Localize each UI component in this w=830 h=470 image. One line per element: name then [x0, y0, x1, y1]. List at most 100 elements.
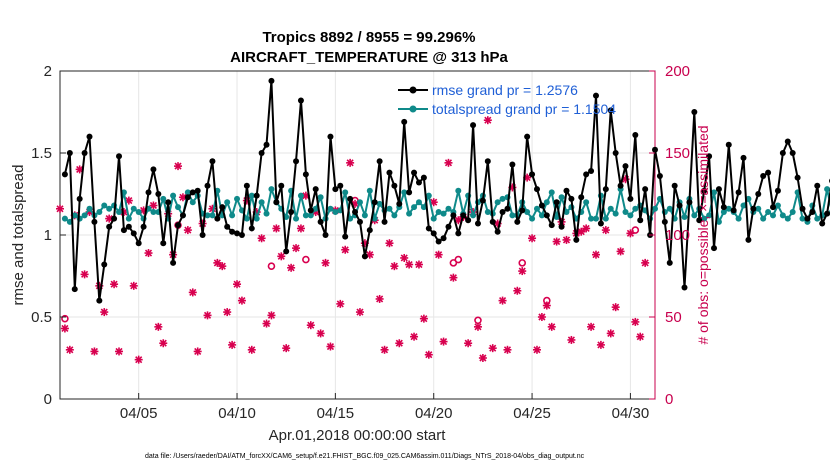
totalspread-point — [715, 218, 722, 225]
rmse-point — [430, 230, 437, 237]
totalspread-point — [160, 195, 167, 202]
obs-possible-marker — [449, 259, 458, 267]
totalspread-point — [470, 212, 477, 219]
totalspread-point — [150, 209, 157, 216]
rmse-point — [401, 118, 408, 125]
series-layer — [61, 77, 830, 304]
rmse-point — [652, 146, 658, 153]
rmse-point — [519, 207, 526, 214]
rmse-point — [612, 150, 619, 156]
obs-assimilated-marker — [611, 303, 620, 312]
obs-assimilated-marker — [287, 263, 296, 272]
totalspread-point — [607, 205, 614, 212]
obs-count-layer — [56, 116, 650, 364]
rmse-point — [617, 182, 624, 189]
obs-assimilated-marker — [65, 345, 74, 354]
obs-assimilated-marker — [341, 245, 350, 254]
obs-assimilated-marker — [464, 339, 473, 348]
rmse-point — [229, 228, 236, 235]
rmse-point — [642, 186, 649, 193]
rmse-point — [720, 204, 727, 211]
y2-tick-label: 100 — [665, 227, 690, 244]
legend: rmse grand pr = 1.2576 totalspread grand… — [398, 82, 616, 117]
rmse-point — [204, 182, 211, 189]
obs-assimilated-marker — [292, 244, 301, 253]
obs-assimilated-marker — [395, 339, 404, 348]
totalspread-point — [317, 194, 324, 201]
totalspread-point — [499, 195, 506, 202]
obs-assimilated-marker — [296, 224, 305, 233]
rmse-point — [824, 210, 830, 217]
rmse-point — [696, 217, 703, 224]
rmse-point — [258, 150, 265, 156]
rmse-point — [283, 248, 290, 255]
totalspread-point — [184, 189, 191, 196]
rmse-point — [145, 189, 152, 196]
rmse-point — [170, 259, 177, 266]
obs-possible-marker — [474, 316, 482, 325]
rmse-point — [179, 212, 186, 219]
obs-assimilated-marker — [262, 319, 271, 328]
rmse-point — [189, 189, 196, 196]
rmse-point — [681, 284, 688, 291]
obs-assimilated-marker — [542, 301, 551, 310]
obs-assimilated-marker — [410, 332, 419, 341]
rmse-point — [238, 232, 245, 238]
totalspread-point — [760, 215, 767, 222]
totalspread-point — [406, 210, 413, 217]
rmse-point — [307, 207, 314, 214]
totalspread-point — [622, 209, 629, 216]
rmse-point — [278, 182, 285, 189]
totalspread-point — [784, 215, 791, 222]
obs-assimilated-marker — [188, 288, 197, 297]
y-tick-label: 0 — [44, 391, 52, 408]
rmse-point — [76, 195, 83, 202]
obs-assimilated-marker — [419, 314, 428, 323]
x-tick-label: 04/25 — [513, 405, 551, 422]
rmse-point — [504, 205, 511, 212]
rmse-point — [770, 204, 777, 211]
obs-assimilated-marker — [272, 224, 281, 233]
totalspread-point — [386, 205, 393, 212]
rmse-point — [568, 195, 575, 202]
rmse-point — [101, 261, 108, 268]
totalspread-point — [189, 199, 196, 206]
rmse-point — [327, 133, 334, 140]
y2-tick-label: 50 — [665, 309, 682, 326]
totalspread-point — [799, 215, 806, 222]
rmse-point — [470, 122, 477, 129]
rmse-point — [130, 230, 137, 237]
rmse-point — [445, 223, 452, 230]
totalspread-point — [770, 212, 777, 219]
rmse-point — [420, 174, 427, 181]
totalspread-point — [258, 199, 265, 206]
totalspread-point — [170, 192, 177, 199]
rmse-point — [140, 223, 147, 230]
obs-assimilated-marker — [203, 311, 212, 320]
obs-assimilated-marker — [159, 339, 168, 348]
x-axis-label: Apr.01,2018 00:00:00 start — [269, 427, 447, 444]
rmse-point — [273, 199, 280, 206]
legend-rmse-marker — [409, 86, 417, 94]
y2-tick-label: 200 — [665, 63, 690, 80]
rmse-point — [676, 202, 683, 209]
rmse-point — [578, 194, 585, 201]
rmse-point — [356, 218, 363, 225]
rmse-point — [661, 218, 668, 225]
rmse-point — [263, 141, 270, 148]
rmse-point — [671, 182, 678, 189]
rmse-point — [371, 199, 378, 206]
rmse-point — [165, 199, 172, 206]
rmse-point — [106, 223, 113, 230]
obs-assimilated-marker — [336, 299, 345, 308]
rmse-point — [376, 158, 383, 165]
totalspread-point — [61, 215, 68, 222]
obs-assimilated-marker — [528, 234, 537, 243]
rmse-point — [760, 172, 767, 179]
totalspread-point — [297, 192, 304, 199]
totalspread-point — [425, 192, 432, 199]
rmse-point — [194, 187, 201, 194]
rmse-point — [794, 174, 801, 181]
obs-assimilated-marker — [257, 234, 266, 243]
